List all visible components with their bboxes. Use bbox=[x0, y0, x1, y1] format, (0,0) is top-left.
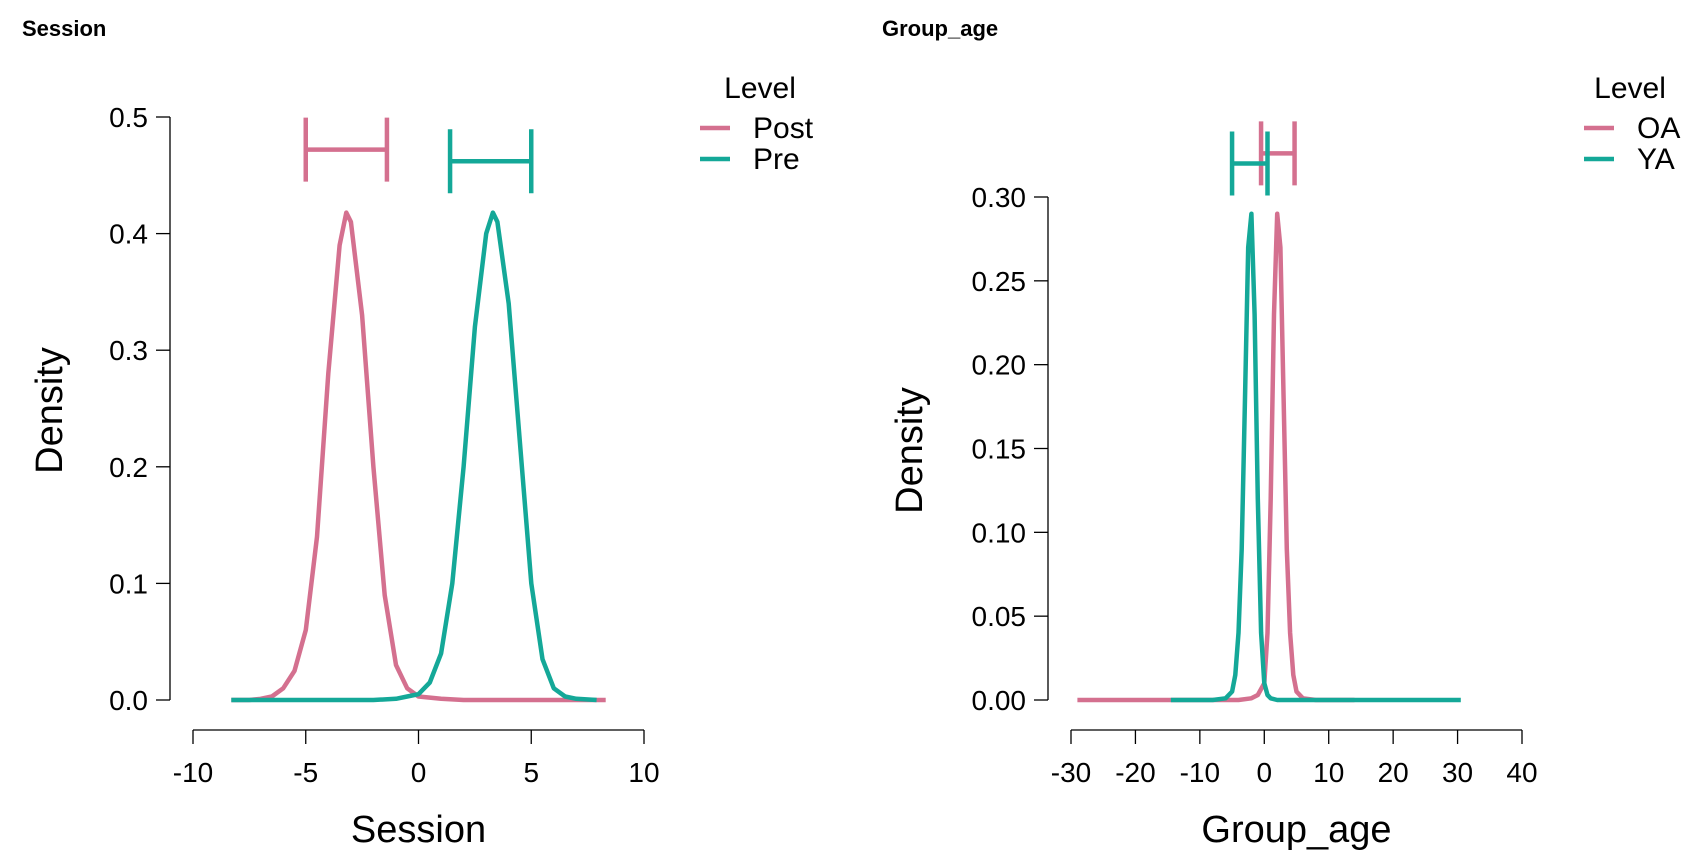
x-tick-label: 0 bbox=[1256, 757, 1272, 788]
density-curve-oa bbox=[1077, 211, 1355, 703]
x-tick-label: -10 bbox=[173, 757, 213, 788]
x-axis-label: Session bbox=[351, 809, 486, 851]
x-tick-label: 10 bbox=[1313, 757, 1344, 788]
y-tick-label: 0.1 bbox=[109, 568, 148, 599]
y-tick-label: 0.3 bbox=[109, 335, 148, 366]
chart-panel-group-age: 0.00 0.05 0.10 0.15 0.20 0.25 0.30 -30 -20 -10 0 10… bbox=[889, 72, 1680, 851]
interval-bar-post bbox=[303, 117, 390, 182]
y-tick-label: 0.2 bbox=[109, 452, 148, 483]
x-tick-label: -5 bbox=[293, 757, 318, 788]
y-tick-label: 0.5 bbox=[109, 102, 148, 133]
x-tick-label: -20 bbox=[1115, 757, 1155, 788]
x-tick-label: 20 bbox=[1378, 757, 1409, 788]
y-tick-label: 0.15 bbox=[972, 434, 1027, 465]
y-tick-label: 0.25 bbox=[972, 266, 1027, 297]
density-curve-post bbox=[231, 210, 606, 703]
y-tick-label: 0.4 bbox=[109, 219, 148, 250]
y-tick-label: 0.00 bbox=[972, 685, 1027, 716]
legend-label-post: Post bbox=[753, 112, 814, 145]
interval-bar-ya bbox=[1229, 131, 1270, 196]
panel-title-session: Session bbox=[22, 16, 107, 41]
y-axis-label: Density bbox=[29, 347, 71, 474]
chart-panel-session: 0.0 0.1 0.2 0.3 0.4 0.5 -10 -5 0 5 10 Session Densit… bbox=[29, 72, 814, 851]
x-tick-label: -30 bbox=[1051, 757, 1091, 788]
x-tick-label: 30 bbox=[1442, 757, 1473, 788]
x-tick-label: 40 bbox=[1506, 757, 1537, 788]
y-tick-label: 0.30 bbox=[972, 182, 1027, 213]
density-curve-ya bbox=[1170, 211, 1461, 703]
legend-label-oa: OA bbox=[1637, 112, 1680, 145]
y-tick-label: 0.05 bbox=[972, 601, 1027, 632]
y-tick-label: 0.10 bbox=[972, 517, 1027, 548]
x-tick-label: 10 bbox=[628, 757, 659, 788]
legend-label-pre: Pre bbox=[753, 143, 800, 176]
legend-title: Level bbox=[1594, 72, 1666, 105]
y-tick-label: 0.20 bbox=[972, 350, 1027, 381]
x-tick-label: 5 bbox=[523, 757, 539, 788]
y-tick-label: 0.0 bbox=[109, 685, 148, 716]
panel-title-group-age: Group_age bbox=[882, 16, 999, 41]
legend-title: Level bbox=[724, 72, 796, 105]
density-curve-pre bbox=[231, 210, 597, 703]
y-axis-label: Density bbox=[889, 387, 931, 514]
x-tick-label: 0 bbox=[411, 757, 427, 788]
interval-bar-pre bbox=[447, 129, 534, 194]
legend-label-ya: YA bbox=[1637, 143, 1675, 176]
x-axis-label: Group_age bbox=[1201, 809, 1391, 851]
x-tick-label: -10 bbox=[1180, 757, 1220, 788]
